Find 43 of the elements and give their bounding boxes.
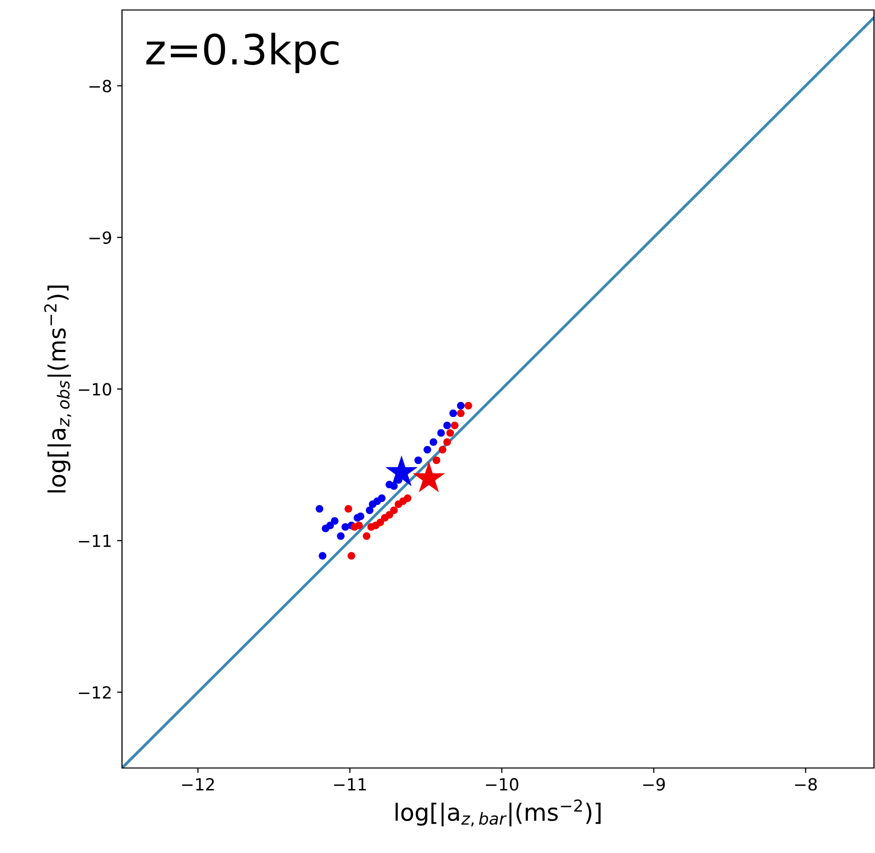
point <box>362 532 370 540</box>
point <box>446 429 454 437</box>
point <box>390 506 398 514</box>
point <box>449 409 457 418</box>
point <box>318 552 326 560</box>
point <box>443 422 451 430</box>
y-tick-label: −9 <box>89 231 112 244</box>
x-tick-label: −11 <box>334 778 366 790</box>
point <box>450 422 459 430</box>
y-tick-label: −12 <box>78 686 111 699</box>
point <box>464 402 472 410</box>
point <box>348 552 356 560</box>
point <box>356 512 364 520</box>
point <box>456 409 465 418</box>
point <box>316 504 324 513</box>
y-axis-title: log[|a$_{z,obs}$|(ms$^{−2}$)] <box>44 286 72 492</box>
point <box>355 522 363 530</box>
x-axis-title: log[|a$_{z,bar}$|(ms$^{−2}$)] <box>396 799 601 827</box>
point <box>437 429 445 437</box>
point <box>366 506 374 514</box>
point <box>330 517 338 525</box>
point <box>438 446 446 454</box>
x-tick-label: −12 <box>182 778 214 790</box>
point <box>424 446 432 454</box>
point <box>378 494 386 502</box>
point <box>404 494 412 502</box>
y-tick-label: −10 <box>78 382 112 396</box>
y-tick-label: −11 <box>78 534 111 547</box>
point <box>414 456 422 464</box>
x-tick-label: −9 <box>643 778 665 791</box>
point <box>430 438 438 446</box>
point <box>344 504 352 513</box>
x-tick-label: −10 <box>486 778 518 791</box>
point <box>336 532 345 540</box>
x-tick-label: −8 <box>795 778 817 791</box>
point <box>326 522 334 530</box>
annotation: z=0.3kpc <box>146 32 339 74</box>
point <box>432 456 440 464</box>
point <box>456 402 465 410</box>
point <box>386 511 394 519</box>
y-tick-label: −8 <box>89 80 112 92</box>
point <box>376 518 384 526</box>
point <box>443 438 451 446</box>
